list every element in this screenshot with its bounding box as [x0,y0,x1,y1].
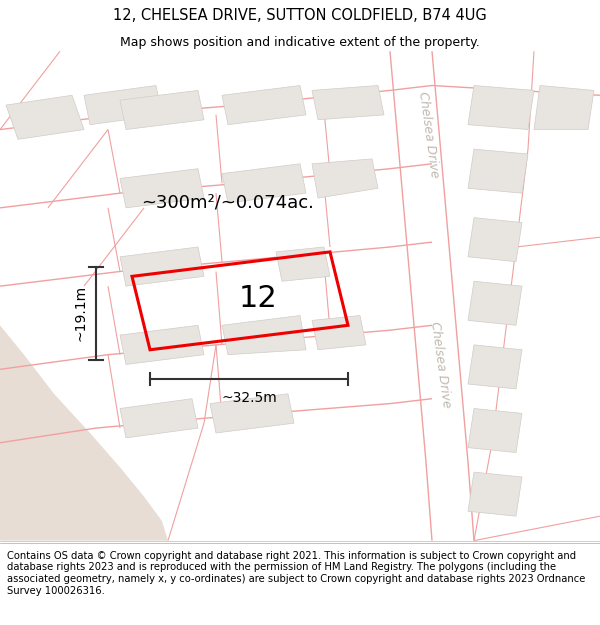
Text: Chelsea Drive: Chelsea Drive [416,91,442,179]
Polygon shape [6,95,84,139]
Polygon shape [120,169,204,208]
Text: Chelsea Drive: Chelsea Drive [428,321,454,409]
Polygon shape [222,164,306,203]
Polygon shape [312,159,378,198]
Polygon shape [276,247,330,281]
Polygon shape [210,394,294,433]
Polygon shape [312,316,366,350]
Polygon shape [468,472,522,516]
Polygon shape [312,86,384,120]
Polygon shape [0,325,168,541]
Polygon shape [468,345,522,389]
Polygon shape [468,281,522,325]
Polygon shape [222,316,306,354]
Text: Map shows position and indicative extent of the property.: Map shows position and indicative extent… [120,36,480,49]
Polygon shape [120,399,198,438]
Polygon shape [468,409,522,452]
Polygon shape [468,149,528,193]
Polygon shape [468,86,534,129]
Polygon shape [222,86,306,124]
Text: ~19.1m: ~19.1m [73,285,87,341]
Text: 12, CHELSEA DRIVE, SUTTON COLDFIELD, B74 4UG: 12, CHELSEA DRIVE, SUTTON COLDFIELD, B74… [113,8,487,23]
Text: Contains OS data © Crown copyright and database right 2021. This information is : Contains OS data © Crown copyright and d… [7,551,586,596]
Text: ~32.5m: ~32.5m [221,391,277,406]
Polygon shape [468,217,522,262]
Polygon shape [120,91,204,129]
Polygon shape [534,86,594,129]
Text: ~300m²/~0.074ac.: ~300m²/~0.074ac. [142,194,314,212]
Polygon shape [120,325,204,364]
Polygon shape [84,86,162,124]
Polygon shape [120,247,204,286]
Text: 12: 12 [239,284,277,313]
